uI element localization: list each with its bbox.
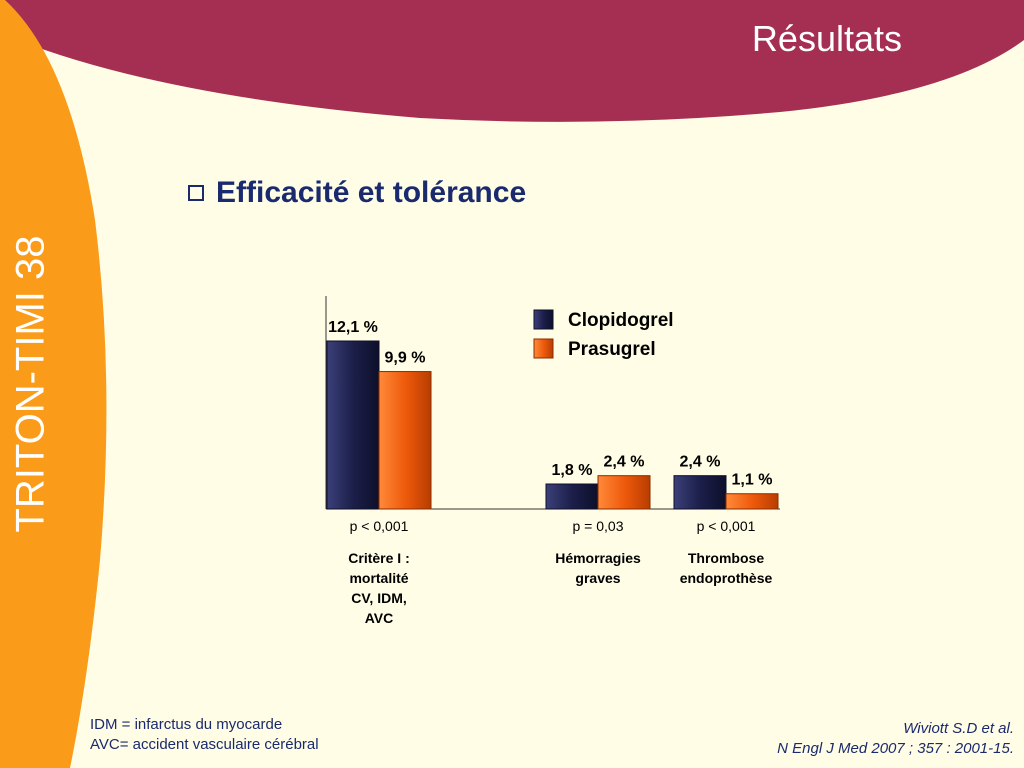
- checkbox-bullet-icon: [188, 185, 204, 201]
- p-value-3: p < 0,001: [697, 518, 756, 534]
- data-label-prasugrel-2: 2,4 %: [604, 454, 645, 471]
- data-label-clopidogrel-2: 1,8 %: [552, 462, 593, 479]
- sidebar-band: [0, 0, 107, 768]
- citation-journal: N Engl J Med 2007 ; 357 : 2001-15.: [777, 740, 1014, 757]
- bar-prasugrel-2: [597, 475, 651, 510]
- bar-prasugrel-1: [378, 371, 432, 510]
- bar-prasugrel-3: [725, 493, 779, 510]
- legend-label-prasugrel: Prasugrel: [568, 339, 656, 360]
- section-heading: Efficacité et tolérance: [188, 176, 526, 210]
- p-value-2: p = 0,03: [573, 518, 624, 534]
- category-label-2-line-2: graves: [575, 570, 620, 586]
- category-label-1-line-1: Critère I :: [348, 550, 409, 566]
- sidebar-study-name: TRITON-TIMI 38: [8, 235, 53, 533]
- bar-clopidogrel-3: [673, 475, 727, 510]
- data-label-clopidogrel-3: 2,4 %: [680, 454, 721, 471]
- citation-authors: Wiviott S.D et al.: [903, 720, 1014, 737]
- header-band: [0, 0, 1024, 122]
- category-label-1-line-2: mortalité: [349, 570, 408, 586]
- slide-title: Résultats: [751, 18, 902, 59]
- footnotes: IDM = infarctus du myocarde AVC= acciden…: [90, 715, 319, 755]
- p-value-1: p < 0,001: [350, 518, 409, 534]
- legend-swatch-prasugrel: [533, 338, 554, 359]
- bar-clopidogrel-1: [326, 340, 380, 510]
- legend-swatch-clopidogrel: [533, 309, 554, 330]
- category-label-1-line-4: AVC: [365, 610, 394, 626]
- footnote-idm: IDM = infarctus du myocarde: [90, 716, 283, 733]
- bar-clopidogrel-2: [545, 483, 599, 510]
- category-label-3-line-2: endoprothèse: [680, 570, 773, 586]
- footnote-avc: AVC= accident vasculaire cérébral: [90, 736, 319, 753]
- category-label-1-line-3: CV, IDM,: [351, 590, 407, 606]
- data-label-clopidogrel-1: 12,1 %: [328, 319, 378, 336]
- legend-label-clopidogrel: Clopidogrel: [568, 310, 674, 331]
- category-label-2-line-1: Hémorragies: [555, 550, 641, 566]
- citation: Wiviott S.D et al. N Engl J Med 2007 ; 3…: [777, 719, 1014, 759]
- data-label-prasugrel-1: 9,9 %: [385, 350, 426, 367]
- data-label-prasugrel-3: 1,1 %: [732, 472, 773, 489]
- section-title: Efficacité et tolérance: [216, 176, 527, 209]
- category-label-3-line-1: Thrombose: [688, 550, 764, 566]
